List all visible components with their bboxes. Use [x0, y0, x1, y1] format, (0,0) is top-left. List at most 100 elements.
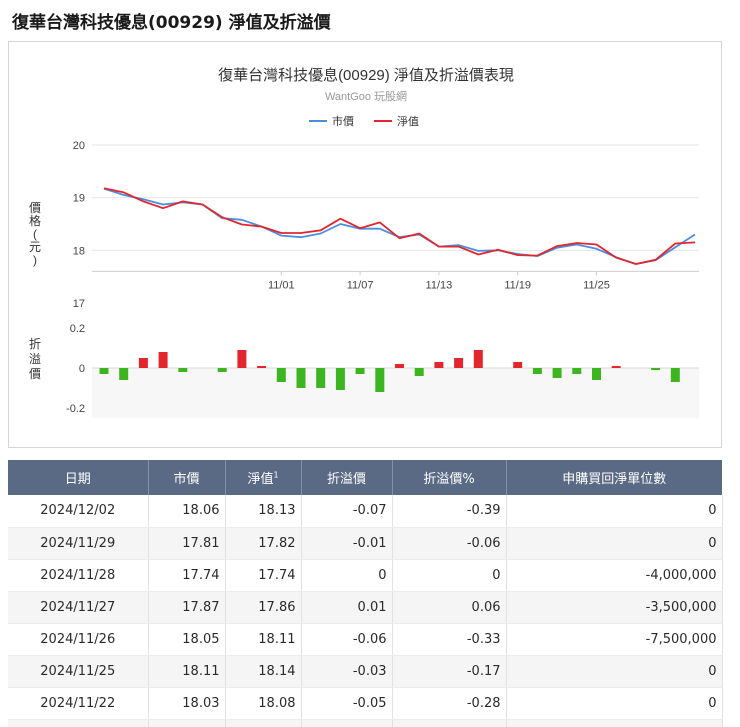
legend-label-nav: 淨值	[397, 115, 419, 128]
upper-ytick-label: 19	[73, 193, 85, 205]
cell-premium-pct	[392, 719, 507, 727]
header-nav[interactable]: 淨值1	[225, 460, 302, 495]
cell-units: 0	[506, 527, 723, 560]
table-header-row: 日期 市價 淨值1 折溢價 折溢價% 申購買回淨單位數	[8, 460, 722, 495]
table-row: 2024/11/29 17.81 17.82 -0.01 -0.06 0	[8, 527, 723, 560]
cell-nav: 18.14	[225, 655, 302, 688]
upper-ylabel-char: 元	[29, 240, 41, 254]
cell-premium: -0.07	[301, 495, 393, 528]
cell-market-price: 18.05	[148, 623, 226, 656]
premium-bar	[99, 368, 109, 374]
upper-ytick-label: 20	[73, 140, 85, 152]
premium-bar	[217, 368, 227, 372]
chart-subtitle: WantGoo 玩股網	[325, 89, 407, 103]
cell-units	[506, 719, 723, 727]
premium-bar	[473, 350, 483, 368]
header-nav-footnote: 1	[273, 470, 279, 480]
premium-bar	[138, 358, 148, 368]
cell-market-price	[148, 719, 226, 727]
cell-premium-pct: 0	[392, 559, 507, 592]
premium-bar	[513, 362, 523, 368]
premium-bar	[316, 368, 326, 388]
cell-nav: 17.86	[225, 591, 302, 624]
premium-bar	[375, 368, 385, 392]
upper-xtick-label: 11/01	[268, 279, 295, 291]
cell-units: 0	[506, 655, 723, 688]
premium-bar	[355, 368, 365, 374]
cell-premium: 0.01	[301, 591, 393, 624]
cell-date: 2024/11/29	[8, 527, 149, 560]
header-premium[interactable]: 折溢價	[301, 460, 393, 495]
table-row: 2024/11/28 17.74 17.74 0 0 -4,000,000	[8, 559, 723, 592]
lower-ylabel-char: 溢	[29, 352, 41, 366]
nav-line	[103, 187, 696, 265]
cell-units: 0	[506, 687, 723, 720]
cell-market-price: 17.81	[148, 527, 226, 560]
cell-date: 2024/11/28	[8, 559, 149, 592]
cell-nav: 17.74	[225, 559, 302, 592]
upper-ylabel-char: 價	[29, 201, 41, 215]
upper-xtick-label: 11/19	[504, 279, 531, 291]
legend-label-market: 市價	[332, 114, 354, 128]
cell-market-price: 18.06	[148, 495, 226, 528]
header-nav-label: 淨值	[247, 472, 274, 487]
cell-premium-pct: 0.06	[392, 591, 507, 624]
premium-bar	[434, 362, 444, 368]
lower-panel-bg	[92, 368, 699, 418]
cell-premium-pct: -0.39	[392, 495, 507, 528]
upper-xtick-label: 11/13	[426, 279, 453, 291]
cell-premium: -0.03	[301, 655, 393, 688]
premium-bar	[395, 364, 404, 368]
cell-nav: 18.11	[225, 623, 302, 656]
upper-xtick-label: 11/07	[347, 279, 374, 291]
premium-bar	[119, 368, 129, 380]
cell-units: -3,500,000	[506, 591, 723, 624]
cell-premium: -0.06	[301, 623, 393, 656]
lower-ylabel-char: 價	[29, 367, 41, 381]
header-date[interactable]: 日期	[8, 460, 149, 495]
cell-units: 0	[506, 495, 723, 528]
cell-market-price: 18.03	[148, 687, 226, 720]
premium-bar	[670, 368, 680, 382]
market-line	[103, 187, 696, 265]
premium-bar	[552, 368, 562, 378]
lower-ylabel-char: 折	[29, 336, 41, 351]
premium-bar	[592, 368, 601, 380]
page-title: 復華台灣科技優息(00929) 淨值及折溢價	[12, 13, 331, 33]
cell-premium-pct: -0.33	[392, 623, 507, 656]
premium-bar	[237, 350, 247, 368]
header-market-price[interactable]: 市價	[148, 460, 226, 495]
table-row: 2024/11/22 18.03 18.08 -0.05 -0.28 0	[8, 687, 723, 720]
upper-ylabel-char: 格	[29, 213, 41, 228]
premium-bar	[257, 366, 267, 368]
table-row: 2024/11/26 18.05 18.11 -0.06 -0.33 -7,500,000	[8, 623, 723, 656]
header-premium-pct[interactable]: 折溢價%	[392, 460, 507, 495]
cell-market-price: 17.74	[148, 559, 226, 592]
premium-bar	[532, 368, 542, 374]
cell-nav: 18.08	[225, 687, 302, 720]
premium-bar	[454, 358, 464, 368]
cell-market-price: 18.11	[148, 655, 226, 688]
cell-premium: 0	[301, 559, 393, 592]
cell-date	[8, 719, 149, 727]
upper-ytick-label: 18	[73, 245, 85, 257]
cell-date: 2024/12/02	[8, 495, 149, 528]
cell-nav: 18.13	[225, 495, 302, 528]
cell-date: 2024/11/27	[8, 591, 149, 624]
premium-bar	[178, 368, 188, 372]
cell-premium-pct: -0.17	[392, 655, 507, 688]
nav-table: 日期 市價 淨值1 折溢價 折溢價% 申購買回淨單位數 2024/12/02 18…	[8, 460, 723, 727]
cell-premium	[301, 719, 393, 727]
lower-ytick-label: 0.2	[70, 323, 85, 335]
lower-ytick-label: -0.2	[66, 403, 85, 415]
premium-bar	[296, 368, 306, 388]
cell-units: -4,000,000	[506, 559, 723, 592]
header-units[interactable]: 申購買回淨單位數	[506, 460, 722, 495]
cell-date: 2024/11/22	[8, 687, 149, 720]
table-row: 2024/12/02 18.06 18.13 -0.07 -0.39 0	[8, 495, 723, 528]
premium-bar	[414, 368, 424, 376]
premium-bar	[158, 352, 168, 368]
cell-premium: -0.01	[301, 527, 393, 560]
cell-date: 2024/11/25	[8, 655, 149, 688]
